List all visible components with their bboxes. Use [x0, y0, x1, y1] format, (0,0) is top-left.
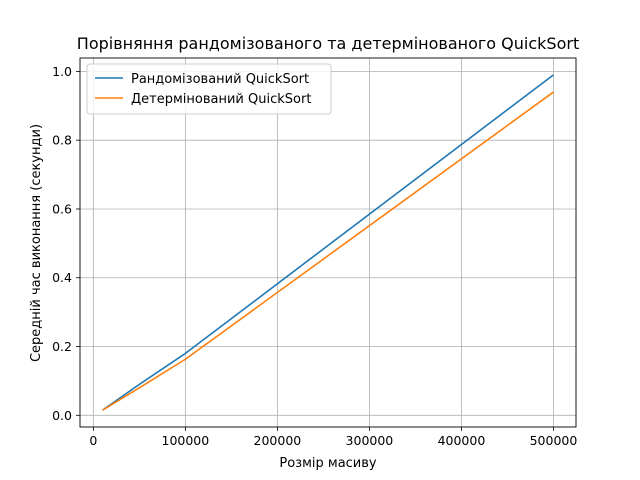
plot-frame — [79, 57, 577, 428]
x-tick-label: 100000 — [162, 433, 210, 448]
series-line-randomized — [102, 74, 554, 411]
x-tick-label: 300000 — [346, 433, 394, 448]
legend-label-deterministic: Детермінований QuickSort — [131, 92, 311, 107]
x-tick-label: 0 — [89, 433, 97, 448]
y-tick-label: 1.0 — [52, 64, 72, 79]
legend-label-randomized: Рандомізований QuickSort — [131, 72, 309, 87]
y-tick-label: 0.6 — [52, 201, 72, 216]
series-line-deterministic — [102, 91, 554, 411]
chart-title: Порівняння рандомізованого та детермінов… — [77, 34, 579, 53]
y-tick-label: 0.4 — [52, 270, 72, 285]
x-tick-label: 400000 — [438, 433, 486, 448]
x-tick-label: 500000 — [530, 433, 578, 448]
legend-box — [86, 63, 332, 115]
x-axis-ticks: 0 100000 200000 300000 400000 500000 — [89, 427, 577, 448]
grid — [80, 58, 576, 427]
y-axis-label: Середній час виконання (секунди) — [29, 124, 44, 362]
x-tick-label: 200000 — [254, 433, 302, 448]
y-tick-label: 0.0 — [52, 408, 72, 423]
series-lines — [102, 74, 554, 411]
y-tick-label: 0.2 — [52, 339, 72, 354]
x-axis-label: Розмір масиву — [279, 456, 377, 471]
y-tick-label: 0.8 — [52, 133, 72, 148]
legend: Рандомізований QuickSort Детермінований … — [86, 63, 332, 115]
y-axis-ticks: 0.0 0.2 0.4 0.6 0.8 1.0 — [52, 64, 80, 423]
